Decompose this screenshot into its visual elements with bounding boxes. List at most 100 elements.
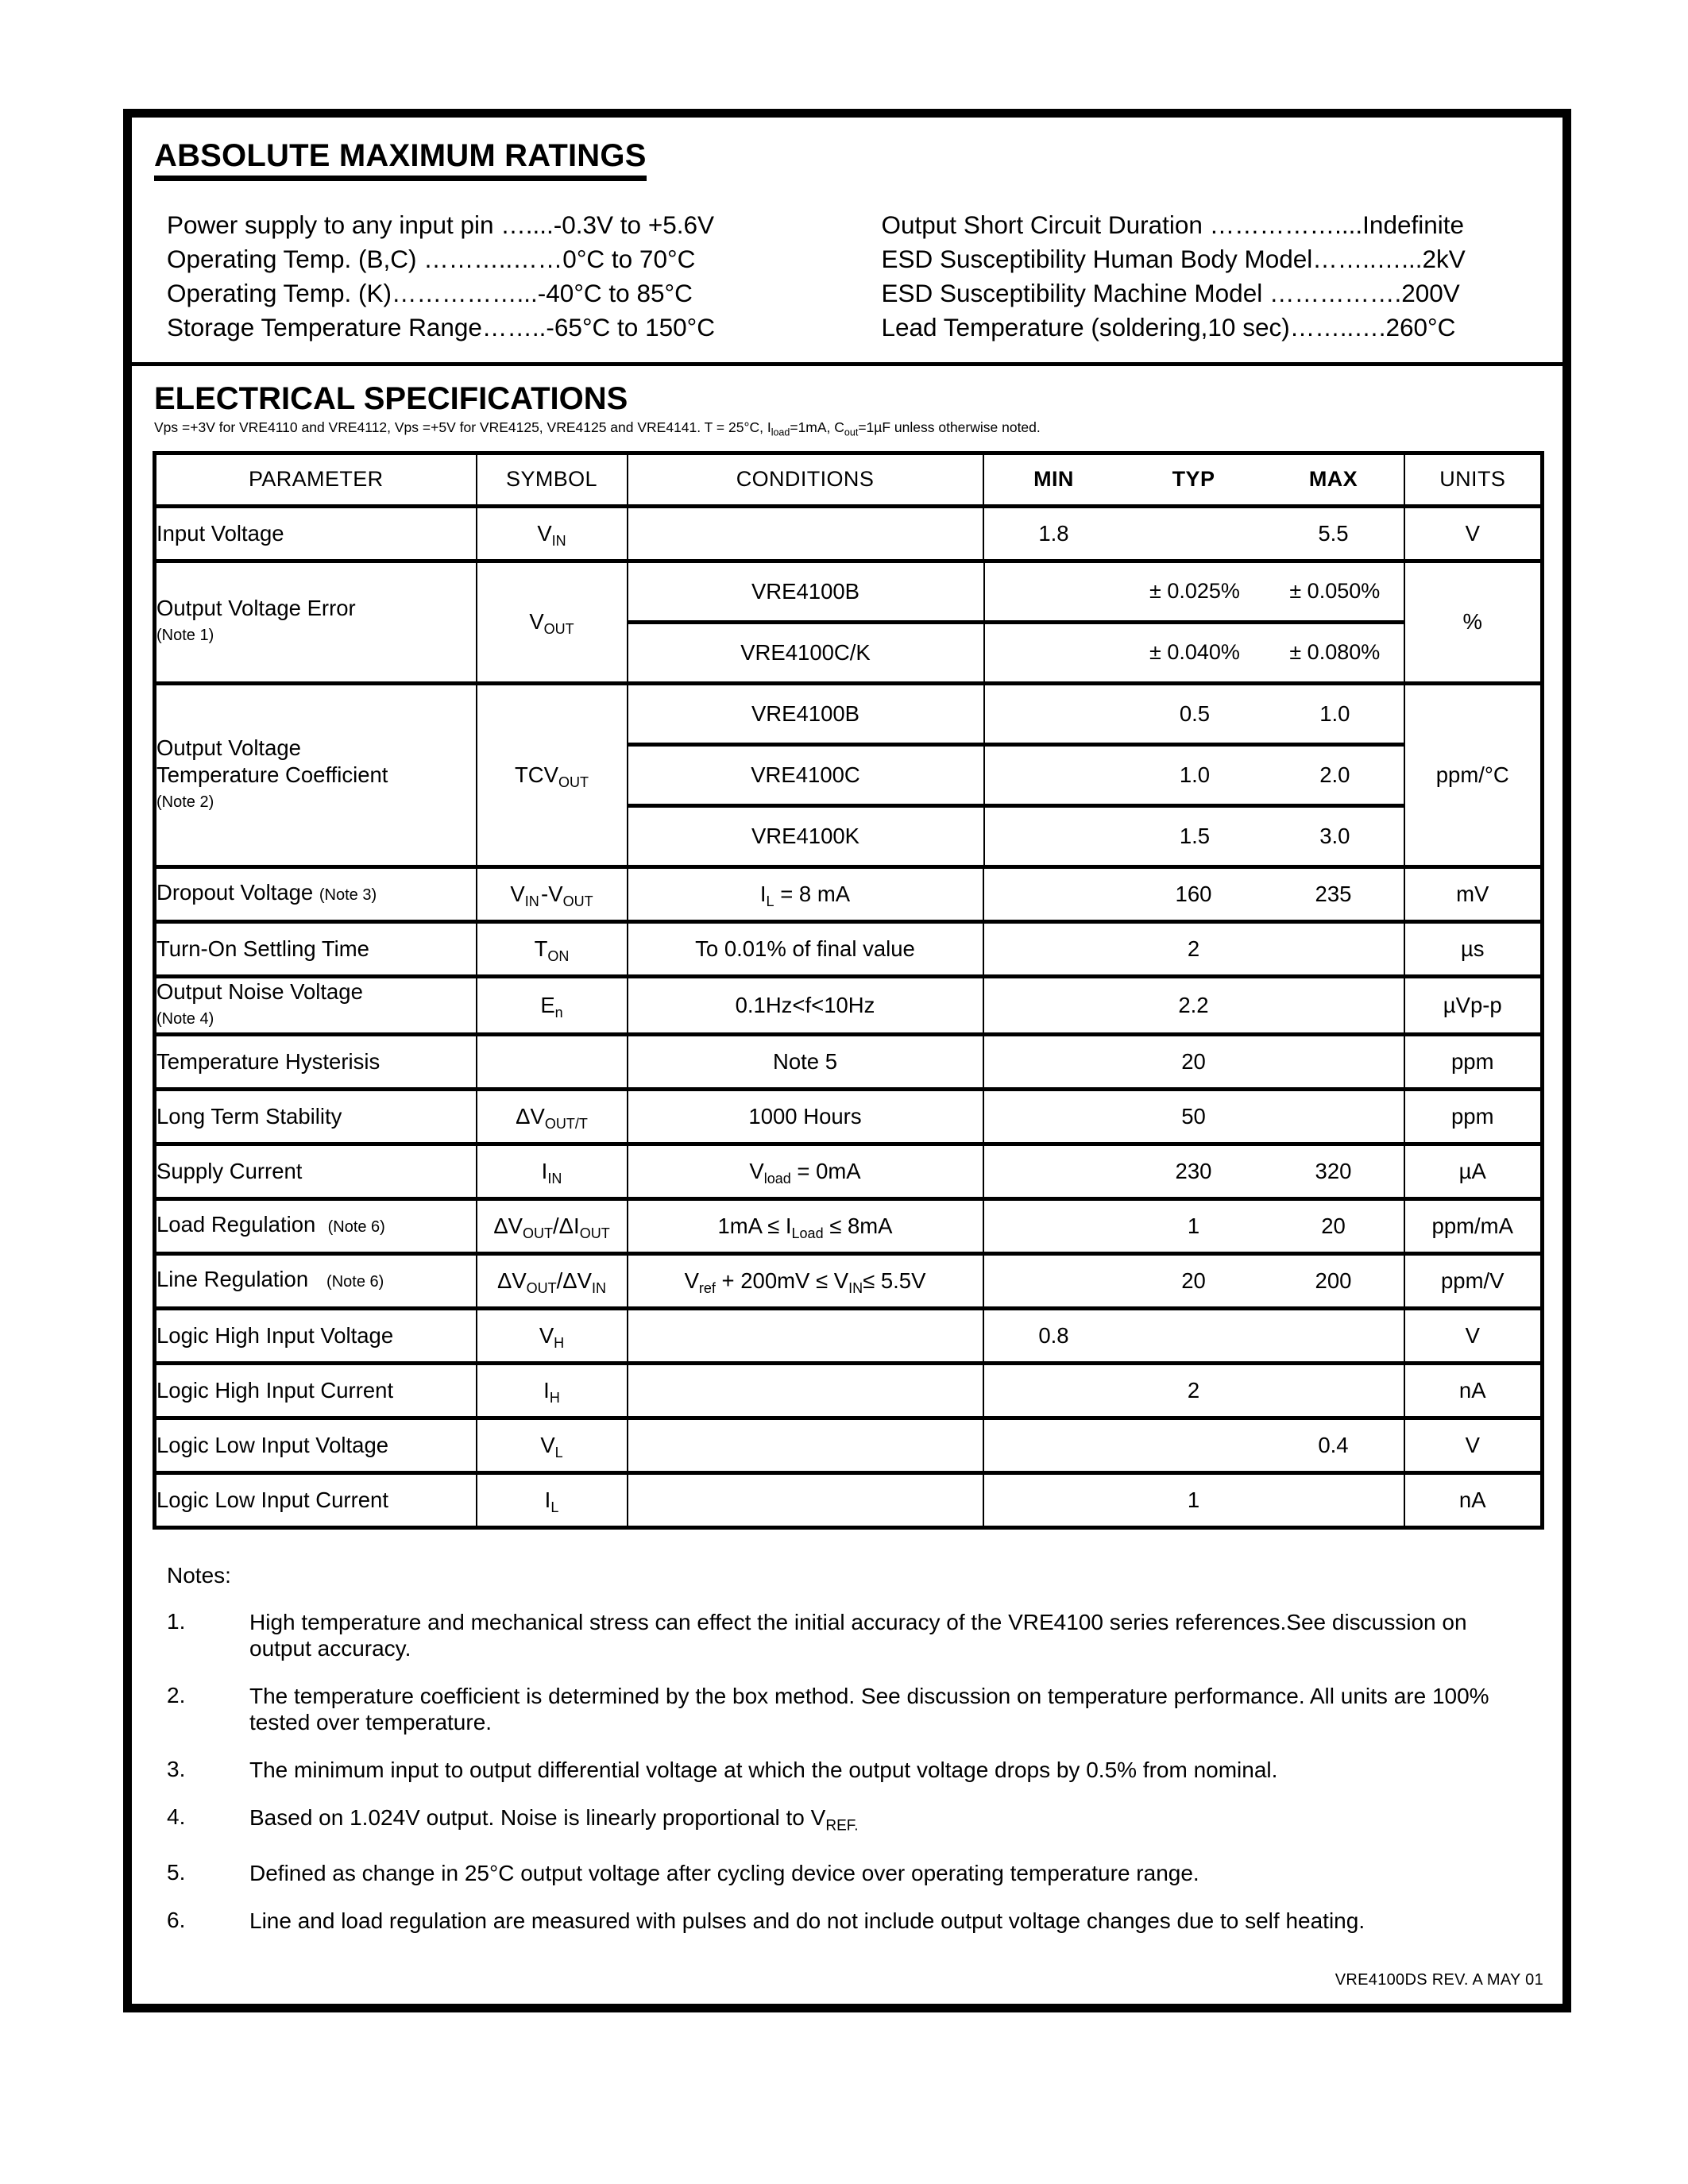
- sub-row-values: 1.0 2.0: [983, 742, 1405, 805]
- parameter-label: Load Regulation: [156, 1212, 316, 1237]
- table-row: Logic High Input Current IH 2 nA: [153, 1360, 1543, 1418]
- list-item: 4. Based on 1.024V output. Noise is line…: [167, 1804, 1518, 1839]
- symbol-subscript: L: [554, 1444, 563, 1461]
- row-symbol: VH: [475, 1306, 628, 1364]
- table-row: Long Term Stability ΔVOUT/T 1000 Hours 5…: [153, 1086, 1543, 1144]
- table-row: Logic High Input Voltage VH 0.8 V: [153, 1306, 1543, 1364]
- amr-line-esd-machine: ESD Susceptibility Machine Model …………….2…: [881, 279, 1460, 307]
- row-values: 160 235: [982, 864, 1405, 922]
- value-typ: ± 0.040%: [1149, 640, 1240, 664]
- row-parameter: Dropout Voltage (Note 3): [153, 864, 477, 922]
- value-max: 2.0: [1319, 762, 1350, 787]
- symbol-subscript: OUT/T: [544, 1115, 588, 1132]
- list-item: 6. Line and load regulation are measured…: [167, 1908, 1518, 1934]
- row-values: 0.8: [982, 1306, 1405, 1364]
- row-conditions: [626, 1415, 984, 1473]
- parameter-label-line2: Temperature Coefficient: [156, 762, 388, 787]
- value-typ: 2: [1187, 936, 1200, 961]
- value-typ: 2: [1187, 1377, 1200, 1403]
- amr-left-column: Power supply to any input pin …....-0.3V…: [167, 208, 859, 345]
- symbol-base: V: [540, 1432, 555, 1457]
- note-number: 5.: [167, 1860, 186, 1885]
- sub-row: VRE4100C/K ± 0.040% ± 0.080%: [628, 619, 1405, 681]
- sub-row-conditions: VRE4100C: [628, 742, 985, 805]
- value-max: 200: [1315, 1268, 1352, 1293]
- note-number: 4.: [167, 1804, 186, 1829]
- amr-line-operating-temp-bc: Operating Temp. (B,C) ………..……0°C to 70°C: [167, 245, 696, 273]
- table-row: Output Noise Voltage (Note 4) En 0.1Hz<f…: [153, 974, 1543, 1035]
- row-parameter: Long Term Stability: [153, 1086, 477, 1144]
- row-conditions: 1000 Hours: [626, 1086, 984, 1144]
- row-parameter: Turn-On Settling Time: [153, 919, 477, 977]
- row-units: ppm: [1403, 1086, 1543, 1144]
- row-parameter: Logic High Input Current: [153, 1360, 477, 1418]
- row-symbol: TON: [475, 919, 628, 977]
- symbol-base: V: [539, 1322, 554, 1348]
- row-units: µA: [1403, 1141, 1543, 1199]
- electrical-specifications-header: ELECTRICAL SPECIFICATIONS Vps =+3V for V…: [132, 366, 1562, 446]
- row-units: V: [1403, 1415, 1543, 1473]
- symbol-base: I: [544, 1487, 551, 1512]
- note-number: 2.: [167, 1682, 186, 1707]
- list-item: 2. The temperature coefficient is determ…: [167, 1683, 1518, 1735]
- row-values: 1.8 5.5: [982, 505, 1405, 561]
- row-parameter: Supply Current: [153, 1141, 477, 1199]
- row-symbol: TCVOUT: [475, 681, 628, 867]
- row-units: mV: [1403, 864, 1543, 922]
- value-typ: 0.5: [1179, 700, 1211, 726]
- row-parameter: Output Noise Voltage (Note 4): [153, 974, 477, 1035]
- row-values: 20 200: [982, 1251, 1405, 1309]
- row-parameter: Output Voltage Error (Note 1): [153, 558, 477, 684]
- row-values: 20: [982, 1032, 1405, 1090]
- value-max: 1.0: [1319, 700, 1350, 726]
- row-units: V: [1403, 505, 1543, 561]
- row-conditions: [626, 505, 984, 561]
- notes-section: Notes: 1. High temperature and mechanica…: [132, 1530, 1562, 1935]
- sub-row-values: 0.5 1.0: [984, 685, 1405, 745]
- note-text: High temperature and mechanical stress c…: [249, 1609, 1467, 1661]
- value-max: ± 0.080%: [1289, 640, 1381, 664]
- row-values: 1: [982, 1470, 1405, 1528]
- parameter-note: (Note 6): [326, 1273, 384, 1291]
- symbol-subscript: IN: [551, 532, 566, 549]
- parameter-label-line1: Output Voltage: [156, 735, 301, 760]
- row-parameter: Load Regulation (Note 6): [153, 1196, 477, 1254]
- row-symbol: IIN: [475, 1141, 628, 1199]
- table-header-row: PARAMETER SYMBOL CONDITIONS MIN TYP MAX …: [153, 450, 1543, 508]
- symbol-subscript: OUT: [558, 774, 589, 790]
- row-parameter: Line Regulation (Note 6): [153, 1251, 477, 1309]
- row-symbol: IH: [475, 1360, 628, 1418]
- sub-row-conditions: VRE4100B: [628, 685, 985, 744]
- symbol-base: T: [534, 936, 548, 961]
- amr-line-power-supply: Power supply to any input pin …....-0.3V…: [167, 210, 715, 239]
- amr-line-short-circuit-duration: Output Short Circuit Duration ……………....I…: [881, 210, 1465, 239]
- row-symbol: [475, 1032, 628, 1090]
- conditions-note-part-c: =1µF unless otherwise noted.: [858, 419, 1041, 435]
- table-row: Input Voltage VIN 1.8 5.5 V: [153, 505, 1543, 561]
- symbol-base: I: [543, 1377, 550, 1403]
- table-row: Logic Low Input Current IL 1 nA: [153, 1470, 1543, 1528]
- symbol-subscript: H: [549, 1389, 560, 1406]
- row-conditions: Vload = 0mA: [626, 1141, 984, 1199]
- parameter-note: (Note 4): [156, 1009, 214, 1028]
- sub-row: VRE4100C 1.0 2.0: [628, 742, 1405, 805]
- row-values: 2: [982, 919, 1405, 977]
- row-conditions: IL = 8 mA: [626, 864, 984, 922]
- note-text-body: Based on 1.024V output. Noise is linearl…: [249, 1804, 826, 1830]
- note-number: 3.: [167, 1756, 186, 1781]
- row-symbol: En: [475, 974, 628, 1035]
- value-typ: 20: [1181, 1268, 1206, 1293]
- row-units: ppm/V: [1403, 1251, 1543, 1309]
- symbol-base: V: [529, 609, 544, 634]
- row-parameter: Logic Low Input Voltage: [153, 1415, 477, 1473]
- row-conditions: [626, 1360, 984, 1418]
- row-symbol: IL: [475, 1470, 628, 1528]
- symbol-subscript: n: [554, 1004, 563, 1021]
- value-max: 0.4: [1318, 1432, 1349, 1457]
- symbol-subscript: H: [554, 1334, 565, 1351]
- value-max: 5.5: [1318, 520, 1349, 546]
- parameter-note: (Note 2): [156, 793, 214, 811]
- row-parameter: Logic Low Input Current: [153, 1470, 477, 1528]
- column-header-conditions: CONDITIONS: [626, 450, 984, 508]
- value-typ: 1.0: [1179, 762, 1211, 787]
